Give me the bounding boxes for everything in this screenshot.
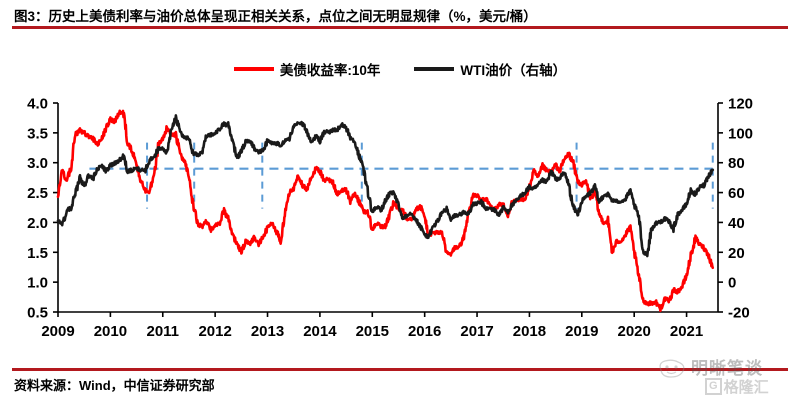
svg-text:20: 20 [728, 245, 745, 262]
chart-legend: 美债收益率:10年 WTI油价（右轴） [0, 56, 800, 82]
legend-item-treasury-yield: 美债收益率:10年 [233, 59, 381, 79]
svg-text:40: 40 [728, 215, 745, 232]
svg-text:2017: 2017 [460, 323, 493, 340]
svg-text:0: 0 [728, 275, 736, 292]
legend-label-wti-oil: WTI油价（右轴） [460, 63, 567, 78]
svg-text:80: 80 [728, 155, 745, 172]
svg-text:2015: 2015 [356, 323, 389, 340]
watermark-badge: G 格隆汇 [705, 376, 769, 397]
svg-text:2009: 2009 [41, 323, 74, 340]
svg-text:4.0: 4.0 [27, 96, 48, 113]
svg-text:2010: 2010 [94, 323, 127, 340]
svg-text:3.5: 3.5 [27, 125, 48, 142]
header-divider [12, 26, 788, 29]
legend-label-treasury-yield: 美债收益率:10年 [279, 63, 381, 78]
legend-item-wti-oil: WTI油价（右轴） [414, 59, 566, 79]
watermark-badge-mark: G [705, 378, 722, 395]
svg-text:2021: 2021 [670, 323, 703, 340]
svg-text:2019: 2019 [565, 323, 598, 340]
svg-text:2020: 2020 [618, 323, 651, 340]
svg-text:120: 120 [728, 96, 753, 113]
svg-text:2011: 2011 [146, 323, 179, 340]
svg-text:2.5: 2.5 [27, 185, 48, 202]
plot-area: 0.5 1.0 1.5 2.0 2.5 3.0 3.5 4.0 -20 0 20 40 60 80 100… [0, 86, 800, 346]
svg-text:2012: 2012 [198, 323, 231, 340]
line-swatch-black-icon [414, 67, 455, 71]
svg-text:2016: 2016 [408, 323, 441, 340]
footer-divider [12, 368, 788, 371]
blue-dashed-reference-line [89, 142, 714, 209]
left-axis-tick-labels: 0.5 1.0 1.5 2.0 2.5 3.0 3.5 4.0 [27, 96, 48, 322]
svg-text:-20: -20 [728, 305, 750, 322]
svg-text:1.5: 1.5 [27, 245, 48, 262]
svg-text:2018: 2018 [513, 323, 546, 340]
svg-text:1.0: 1.0 [27, 275, 48, 292]
series-line-treasury-yield [56, 109, 715, 313]
svg-text:2014: 2014 [303, 323, 337, 340]
watermark: 明晰笔谈 G 格隆汇 [655, 352, 795, 400]
line-swatch-red-icon [233, 67, 274, 71]
axis-lines [53, 102, 723, 317]
x-axis-tick-labels: 2009 2010 2011 2012 2013 2014 2015 2016 2017 2018… [41, 323, 703, 340]
svg-text:3.0: 3.0 [27, 155, 48, 172]
series-line-wti-oil [56, 114, 715, 258]
data-series-lines [56, 109, 715, 313]
page-title: 图3：历史上美债利率与油价总体呈现正相关关系，点位之间无明显规律（%，美元/桶） [14, 9, 537, 24]
svg-text:0.5: 0.5 [27, 305, 48, 322]
svg-text:2.0: 2.0 [27, 215, 48, 232]
svg-text:100: 100 [728, 125, 753, 142]
figure-header: 图3：历史上美债利率与油价总体呈现正相关关系，点位之间无明显规律（%，美元/桶） [0, 0, 800, 30]
watermark-text: 明晰笔谈 [691, 359, 763, 378]
svg-text:60: 60 [728, 185, 745, 202]
source-note: 资料来源：Wind，中信证券研究部 [14, 378, 215, 393]
chart-canvas: 0.5 1.0 1.5 2.0 2.5 3.0 3.5 4.0 -20 0 20 40 60 80 100… [27, 96, 753, 341]
svg-text:2013: 2013 [251, 323, 284, 340]
right-axis-tick-labels: -20 0 20 40 60 80 100 120 [728, 96, 753, 322]
watermark-badge-text: 格隆汇 [723, 379, 769, 396]
